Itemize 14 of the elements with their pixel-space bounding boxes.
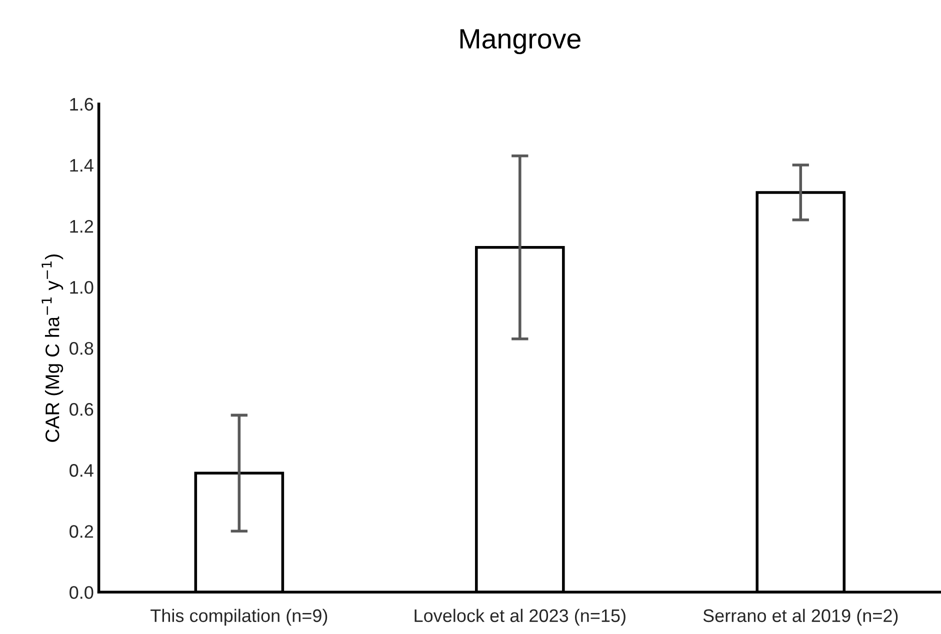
y-tick-label: 0.0: [70, 586, 94, 599]
y-tick-label: 1.0: [70, 280, 94, 294]
x-tick-label: Serrano et al 2019 (n=2): [703, 608, 898, 626]
y-tick-label: 0.6: [70, 403, 94, 416]
y-tick-label: 1.2: [70, 220, 94, 233]
y-axis-title: CAR (Mg C ha$^{−1}$ y$^{−1}$): [42, 254, 64, 442]
y-tick-label: 0.8: [70, 342, 94, 355]
x-tick-label: Lovelock et al 2023 (n=15): [414, 608, 626, 626]
y-tick-label: 0.4: [70, 464, 94, 477]
y-tick-label: 0.2: [70, 525, 94, 538]
chart-title: Mangrove: [460, 29, 580, 54]
x-tick-label: This compilation (n=9): [150, 608, 328, 626]
y-tick-label: 1.6: [70, 98, 94, 111]
y-tick-label: 1.4: [70, 159, 94, 172]
